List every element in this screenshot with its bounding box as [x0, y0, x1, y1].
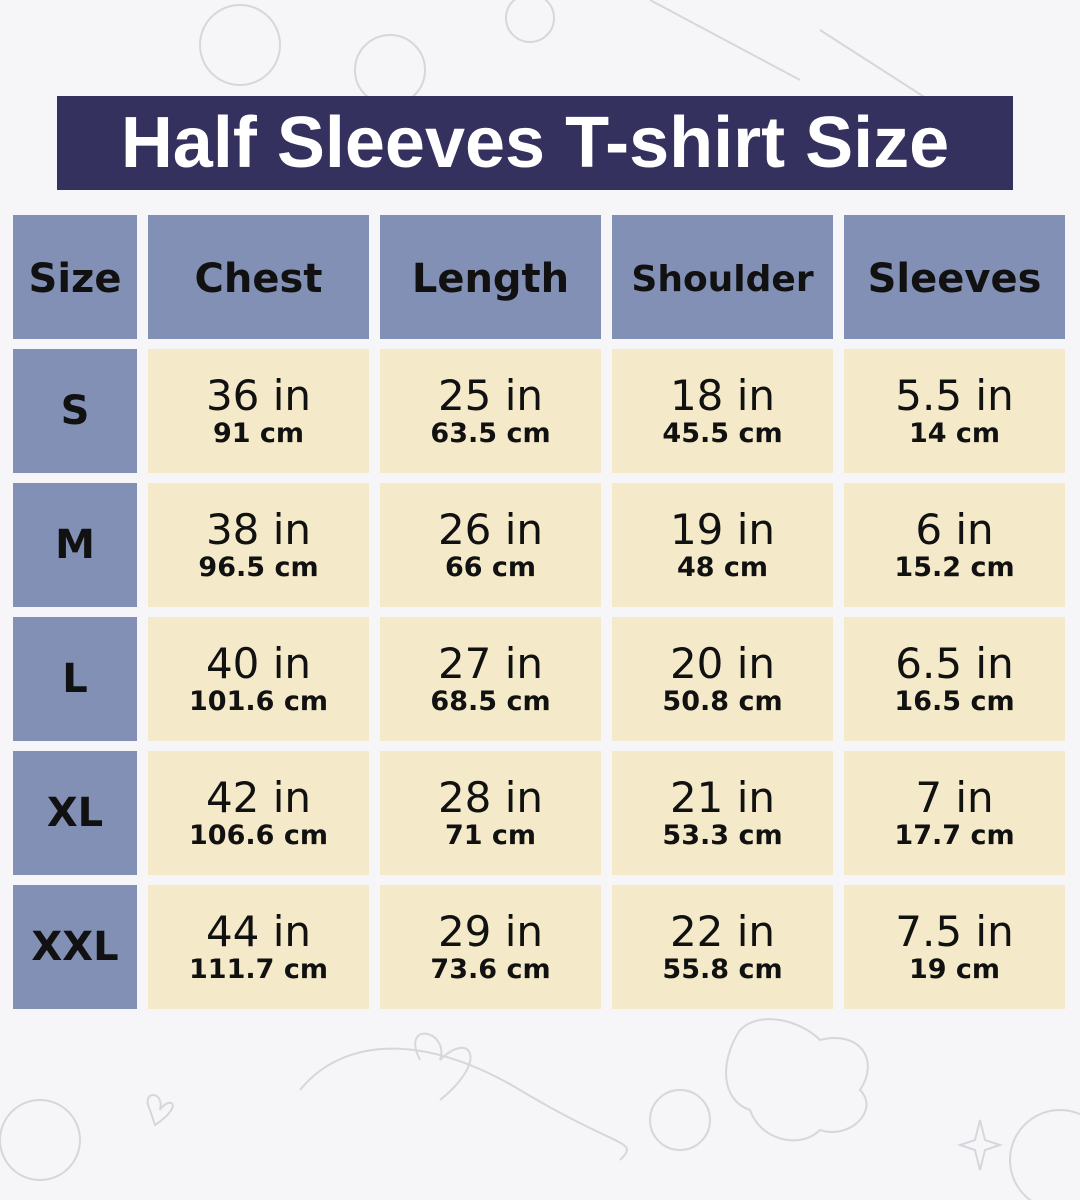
cm-value: 66 cm	[444, 552, 537, 583]
inch-value: 40 in	[205, 639, 312, 688]
inch-value: 21 in	[669, 773, 776, 822]
cm-value: 45.5 cm	[662, 418, 783, 449]
cm-value: 111.7 cm	[189, 954, 328, 985]
inch-value: 19 in	[669, 505, 776, 554]
cm-value: 15.2 cm	[894, 552, 1015, 583]
header-shoulder: Shoulder	[612, 215, 833, 339]
measurement-cell: 7 in 17.7 cm	[844, 751, 1065, 875]
measurement-cell: 25 in 63.5 cm	[380, 349, 601, 473]
measurement-cell: 36 in 91 cm	[148, 349, 369, 473]
header-sleeves: Sleeves	[844, 215, 1065, 339]
inch-value: 18 in	[669, 371, 776, 420]
cm-value: 106.6 cm	[189, 820, 328, 851]
measurement-cell: 20 in 50.8 cm	[612, 617, 833, 741]
cm-value: 55.8 cm	[662, 954, 783, 985]
inch-value: 22 in	[669, 907, 776, 956]
inch-value: 5.5 in	[895, 371, 1014, 420]
measurement-cell: 22 in 55.8 cm	[612, 885, 833, 1009]
measurement-cell: 21 in 53.3 cm	[612, 751, 833, 875]
cm-value: 71 cm	[444, 820, 537, 851]
size-label: XL	[13, 751, 137, 875]
inch-value: 38 in	[205, 505, 312, 554]
inch-value: 20 in	[669, 639, 776, 688]
measurement-cell: 42 in 106.6 cm	[148, 751, 369, 875]
cm-value: 91 cm	[212, 418, 305, 449]
cm-value: 19 cm	[908, 954, 1001, 985]
measurement-cell: 6.5 in 16.5 cm	[844, 617, 1065, 741]
cm-value: 63.5 cm	[430, 418, 551, 449]
measurement-cell: 44 in 111.7 cm	[148, 885, 369, 1009]
inch-value: 44 in	[205, 907, 312, 956]
inch-value: 25 in	[437, 371, 544, 420]
measurement-cell: 7.5 in 19 cm	[844, 885, 1065, 1009]
measurement-cell: 5.5 in 14 cm	[844, 349, 1065, 473]
size-label: L	[13, 617, 137, 741]
size-label: S	[13, 349, 137, 473]
measurement-cell: 40 in 101.6 cm	[148, 617, 369, 741]
header-length: Length	[380, 215, 601, 339]
cm-value: 16.5 cm	[894, 686, 1015, 717]
size-label: XXL	[13, 885, 137, 1009]
cm-value: 48 cm	[676, 552, 769, 583]
cm-value: 68.5 cm	[430, 686, 551, 717]
inch-value: 26 in	[437, 505, 544, 554]
inch-value: 7.5 in	[895, 907, 1014, 956]
header-chest: Chest	[148, 215, 369, 339]
inch-value: 29 in	[437, 907, 544, 956]
measurement-cell: 26 in 66 cm	[380, 483, 601, 607]
measurement-cell: 27 in 68.5 cm	[380, 617, 601, 741]
inch-value: 28 in	[437, 773, 544, 822]
header-size: Size	[13, 215, 137, 339]
cm-value: 14 cm	[908, 418, 1001, 449]
inch-value: 36 in	[205, 371, 312, 420]
cm-value: 53.3 cm	[662, 820, 783, 851]
cm-value: 50.8 cm	[662, 686, 783, 717]
inch-value: 27 in	[437, 639, 544, 688]
size-label: M	[13, 483, 137, 607]
measurement-cell: 38 in 96.5 cm	[148, 483, 369, 607]
measurement-cell: 19 in 48 cm	[612, 483, 833, 607]
cm-value: 101.6 cm	[189, 686, 328, 717]
measurement-cell: 6 in 15.2 cm	[844, 483, 1065, 607]
measurement-cell: 18 in 45.5 cm	[612, 349, 833, 473]
cm-value: 17.7 cm	[894, 820, 1015, 851]
page-title: Half Sleeves T-shirt Size	[57, 96, 1013, 190]
measurement-cell: 29 in 73.6 cm	[380, 885, 601, 1009]
cm-value: 96.5 cm	[198, 552, 319, 583]
size-chart-table: Size Chest Length Shoulder Sleeves S 36 in 91 c…	[13, 215, 1065, 1009]
inch-value: 6 in	[915, 505, 994, 554]
measurement-cell: 28 in 71 cm	[380, 751, 601, 875]
inch-value: 42 in	[205, 773, 312, 822]
cm-value: 73.6 cm	[430, 954, 551, 985]
inch-value: 7 in	[915, 773, 994, 822]
inch-value: 6.5 in	[895, 639, 1014, 688]
